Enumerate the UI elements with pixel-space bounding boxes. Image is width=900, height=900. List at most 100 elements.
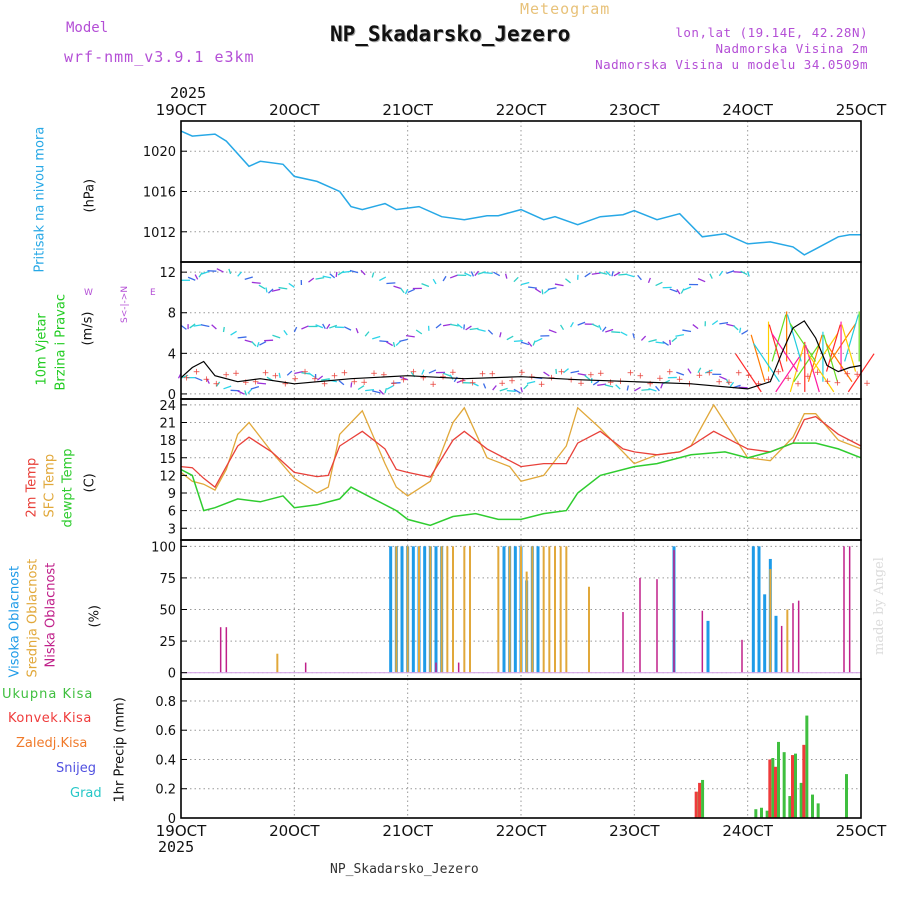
wind-arrow	[565, 278, 571, 284]
wind-arrow-strong	[841, 324, 857, 372]
wind-arrow	[482, 383, 487, 389]
ytick-label: 24	[159, 399, 176, 414]
gust-mark: +	[587, 370, 595, 380]
wind-arrow	[228, 268, 232, 275]
xtick-bottom: 19OCT	[156, 822, 207, 840]
wind-arrow	[386, 385, 394, 390]
cloud-bar-srednja	[440, 546, 443, 673]
wind-arrow-strong	[825, 324, 841, 372]
cloud-bar-niska	[673, 550, 675, 673]
wind-arrow	[326, 323, 331, 330]
wind-arrow-strong	[825, 343, 853, 383]
gust-mark: +	[774, 368, 782, 378]
gust-mark: +	[449, 368, 457, 378]
wind-arrow	[343, 326, 352, 331]
cloud-bar-visoka	[389, 546, 393, 673]
wind-arrow	[733, 325, 739, 331]
precip-bar	[805, 715, 809, 818]
ytick-label: 0.4	[155, 753, 176, 768]
wind-arrow	[329, 273, 336, 279]
cloud-bar-visoka	[423, 546, 427, 673]
precip-bar	[802, 744, 806, 818]
cloud-bar-niska	[219, 627, 222, 673]
ytick-label: 0	[168, 812, 176, 827]
wind-arrow	[237, 336, 247, 339]
cloud-bar-visoka	[434, 546, 438, 673]
wind-arrow	[726, 270, 735, 274]
wind-arrow	[520, 281, 530, 286]
cloud-bar-srednja	[446, 546, 449, 673]
cloud-bar-srednja	[588, 586, 590, 673]
wind-arrow	[316, 375, 324, 381]
wind-arrow	[294, 371, 303, 375]
precip-bar	[799, 782, 803, 818]
wind-arrow	[513, 388, 521, 394]
cloud-bar-visoka	[513, 546, 517, 673]
wind-arrow	[692, 324, 699, 330]
wind-arrow	[532, 340, 536, 346]
wind-arrow	[604, 384, 614, 388]
wind-arrow	[527, 341, 533, 347]
precip-bar	[754, 809, 758, 818]
wind-arrow	[456, 379, 465, 384]
precip-bar	[760, 807, 763, 818]
wind-arrow	[180, 324, 187, 330]
wind-arrow	[671, 336, 678, 343]
ytick-label: 0	[168, 667, 176, 682]
wind-arrow	[244, 276, 253, 280]
wind-speed-line	[180, 320, 862, 390]
gust-mark: +	[203, 375, 211, 385]
wind-arrow	[405, 334, 415, 338]
wind-arrow	[216, 268, 224, 273]
wind-arrow	[718, 270, 724, 277]
gust-mark: +	[321, 380, 329, 390]
wind-arrow	[543, 371, 550, 377]
elevation-label: Nadmorska Visina 2m	[715, 41, 868, 56]
wind-arrow	[520, 387, 523, 393]
ytick-label: 1020	[143, 145, 176, 160]
wind-arrow	[360, 269, 366, 276]
wind-arrow	[301, 325, 309, 330]
ytick-label: 1012	[143, 226, 176, 241]
wind-arrow	[513, 276, 519, 283]
gust-mark: +	[715, 378, 723, 388]
cloud-bar-srednja	[531, 546, 534, 673]
precip-bar	[768, 759, 772, 818]
wind-arrow	[244, 390, 248, 396]
gust-mark: +	[429, 380, 437, 390]
cloud-bar-srednja	[542, 546, 545, 673]
gust-mark: +	[410, 368, 418, 378]
wind-arrow	[308, 277, 315, 283]
wind-arrow	[335, 271, 338, 278]
wind-arrow	[669, 339, 672, 345]
gust-mark: +	[508, 376, 516, 386]
wind-arrow	[464, 272, 472, 277]
gust-mark: +	[627, 368, 635, 378]
wind-arrow	[215, 381, 221, 387]
xtick-top: 24OCT	[722, 101, 773, 119]
gust-mark: +	[696, 371, 704, 381]
gust-mark: +	[666, 368, 674, 378]
year-top: 2025	[170, 84, 207, 102]
wind-arrow-strong	[753, 343, 780, 383]
wind-arrow	[611, 271, 614, 277]
wind-arrow	[740, 270, 748, 276]
cloud-bar-visoka	[774, 615, 778, 673]
ytick-label: 3	[168, 522, 176, 537]
gust-mark: +	[804, 372, 812, 382]
wind-arrow	[189, 323, 196, 329]
wind-arrow	[308, 372, 315, 378]
wind-arrow	[386, 341, 393, 347]
cloud-bar-srednja	[418, 546, 420, 673]
model-value: wrf-nmm_v3.9.1 e3km	[64, 48, 255, 66]
wind-arrow-strong	[771, 314, 787, 362]
wind-arrow	[378, 389, 385, 395]
wind-arrow	[611, 331, 621, 334]
coords-label: lon,lat (19.14E, 42.28N)	[675, 25, 868, 40]
wind-arrow	[432, 278, 437, 285]
gust-mark: +	[311, 374, 319, 384]
wind-arrow	[265, 287, 268, 293]
precip-bar	[698, 782, 702, 818]
wind-arrow-strong	[771, 333, 799, 372]
cloud-bar-srednja	[406, 546, 409, 673]
